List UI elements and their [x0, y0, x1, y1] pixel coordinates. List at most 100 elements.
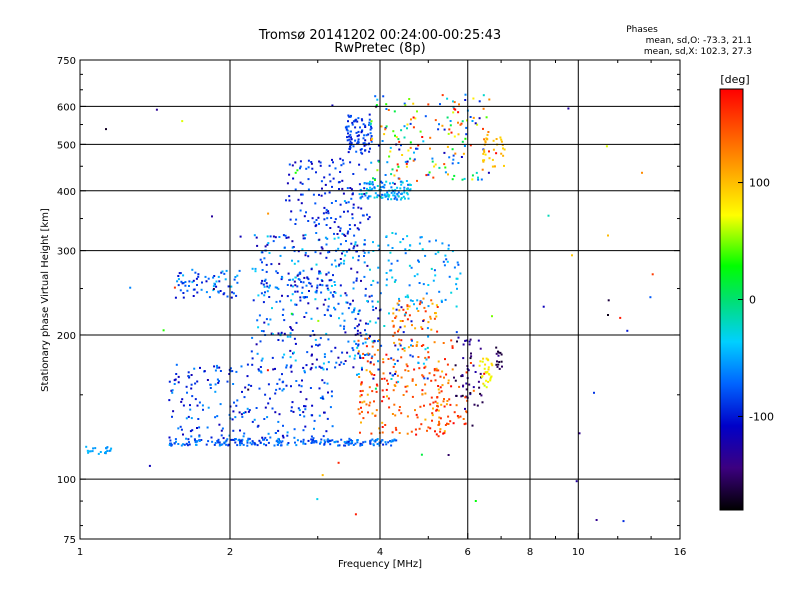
data-point	[218, 444, 221, 447]
data-point	[394, 370, 397, 373]
data-point	[168, 444, 171, 446]
data-point	[194, 382, 197, 385]
data-point	[261, 279, 264, 282]
data-point	[378, 339, 381, 341]
data-point	[329, 406, 332, 409]
data-point	[246, 363, 249, 366]
data-point	[364, 149, 367, 152]
data-point	[288, 173, 291, 176]
data-point	[454, 379, 457, 382]
data-point	[323, 176, 326, 179]
data-point	[499, 136, 502, 139]
data-point	[213, 282, 216, 285]
data-point	[381, 421, 384, 424]
data-point	[310, 268, 313, 271]
data-point	[457, 133, 460, 136]
data-point	[338, 363, 341, 366]
data-point	[310, 438, 313, 441]
data-point	[394, 279, 397, 282]
data-point	[303, 316, 306, 318]
data-point	[462, 357, 465, 360]
data-point	[443, 376, 445, 379]
data-point	[353, 357, 356, 360]
data-point	[217, 381, 220, 384]
data-point	[452, 106, 455, 109]
data-point	[185, 442, 188, 445]
data-point	[362, 357, 365, 359]
data-point	[339, 284, 342, 287]
data-point	[291, 246, 294, 249]
data-point	[412, 116, 415, 119]
data-point	[393, 197, 396, 200]
data-point	[296, 439, 299, 442]
data-point	[256, 352, 259, 355]
data-point	[444, 254, 447, 257]
data-point	[295, 218, 298, 221]
data-point	[175, 363, 178, 366]
data-point	[490, 362, 493, 365]
data-point	[173, 286, 176, 289]
data-point	[258, 314, 261, 317]
data-point	[441, 124, 444, 127]
data-point	[369, 442, 372, 445]
data-point	[364, 168, 367, 171]
data-point	[376, 384, 379, 387]
data-point	[376, 300, 379, 303]
data-point	[427, 173, 430, 176]
data-point	[273, 444, 276, 447]
data-point	[345, 294, 348, 297]
data-point	[380, 344, 383, 347]
data-point	[346, 351, 349, 354]
data-point	[370, 372, 373, 375]
data-point	[483, 367, 486, 370]
data-point	[464, 407, 466, 410]
data-point	[270, 332, 273, 335]
data-point	[497, 350, 499, 353]
data-point	[357, 343, 360, 346]
data-point	[239, 235, 242, 238]
data-point	[410, 344, 412, 347]
data-point	[373, 374, 376, 376]
data-point	[391, 431, 394, 434]
data-point	[343, 200, 346, 203]
data-point	[407, 149, 410, 152]
data-point	[469, 116, 472, 118]
data-point	[354, 126, 357, 129]
data-point	[426, 327, 429, 330]
data-point	[251, 363, 254, 366]
data-point	[398, 409, 401, 412]
data-point	[251, 267, 254, 270]
data-point	[417, 310, 420, 312]
data-point	[361, 119, 364, 122]
data-point	[468, 340, 471, 343]
data-point	[243, 432, 246, 435]
data-point	[328, 191, 331, 194]
data-point	[451, 345, 454, 348]
data-point	[277, 332, 280, 335]
data-point	[178, 272, 181, 275]
data-point	[274, 411, 277, 414]
data-point	[371, 305, 374, 308]
data-point	[239, 440, 242, 443]
data-point	[411, 395, 414, 398]
data-point	[327, 297, 330, 300]
data-point	[342, 362, 345, 365]
data-point	[299, 414, 302, 416]
data-point	[414, 409, 416, 412]
data-point	[293, 337, 296, 340]
data-point	[236, 399, 239, 402]
data-point	[169, 439, 172, 442]
data-point	[422, 344, 425, 347]
data-point	[324, 183, 327, 186]
data-point	[303, 215, 306, 218]
data-point	[416, 179, 418, 182]
data-point	[338, 181, 341, 183]
data-point	[373, 353, 376, 356]
data-point	[205, 280, 208, 283]
data-point	[444, 424, 447, 426]
data-point	[263, 443, 265, 446]
data-point	[277, 441, 279, 443]
data-point	[303, 369, 306, 372]
data-point	[387, 397, 390, 400]
data-point	[194, 271, 197, 274]
